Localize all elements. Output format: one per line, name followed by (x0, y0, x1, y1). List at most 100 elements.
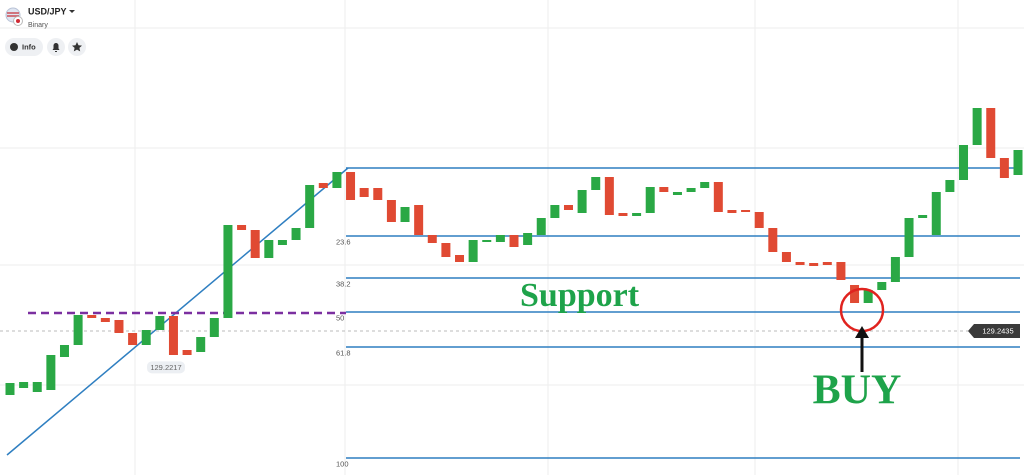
info-button[interactable] (5, 38, 43, 56)
header: USD/JPY Binary Info (5, 6, 86, 56)
candle-body (482, 240, 492, 242)
symbol[interactable]: USD/JPY (28, 6, 67, 16)
candle-body (414, 205, 424, 235)
candle-body (32, 382, 42, 392)
candle-body (223, 225, 233, 318)
candle-body (141, 330, 151, 345)
candle-body (318, 183, 328, 188)
info-label: Info (22, 42, 36, 51)
candle-body (700, 182, 710, 188)
candle-body (427, 235, 437, 243)
candle-body (1013, 150, 1023, 175)
current-price-label: 129.2435 (982, 326, 1013, 335)
buy-circle (839, 287, 885, 333)
candle-body (209, 318, 219, 337)
buy-arrow-head (855, 326, 869, 338)
candle-body (237, 225, 247, 230)
candle-body (5, 383, 15, 395)
candle-body (918, 215, 928, 218)
current-price-tag (968, 324, 1020, 338)
candle-body (972, 108, 982, 145)
candle-body (441, 243, 451, 257)
candle-body (155, 316, 165, 330)
support-annotation: Support (520, 277, 640, 314)
candle-body (809, 263, 819, 266)
candle-body (386, 200, 396, 222)
candle-body (277, 240, 287, 245)
candle-body (904, 218, 914, 257)
candle-body (945, 180, 955, 192)
candle-body (346, 172, 356, 200)
level-label: 38.2 (336, 279, 351, 288)
candle-body (332, 172, 342, 188)
candle-body (836, 262, 846, 280)
candle-body (550, 205, 560, 218)
candle-body (59, 345, 69, 357)
candle-body (46, 355, 56, 390)
candle-body (645, 187, 655, 213)
star-icon (72, 42, 82, 52)
trendline (6, 167, 349, 456)
candle-body (659, 187, 669, 192)
candle-body (523, 233, 533, 245)
level-label: 50 (336, 313, 344, 322)
candle-body (168, 316, 178, 355)
candle-body (591, 177, 601, 190)
level-label: 23.6 (336, 237, 351, 246)
candle-body (100, 318, 110, 322)
candle-body (182, 350, 192, 355)
candle-body (986, 108, 996, 158)
level-label: 61.8 (336, 348, 351, 357)
info-icon (10, 43, 18, 51)
candle-body (931, 192, 941, 235)
candle-body (495, 235, 505, 242)
candle-body (563, 205, 573, 210)
candle-body (727, 210, 737, 213)
candle-body (959, 145, 969, 180)
symbol-dropdown[interactable] (69, 10, 75, 13)
candle-body (291, 228, 301, 240)
candle-body (455, 255, 465, 262)
low-price-label: 129.2217 (150, 363, 181, 372)
candle-body (577, 190, 587, 213)
candle-body (768, 228, 778, 252)
candle-body (305, 185, 315, 228)
bell-icon (52, 43, 60, 52)
candle-body (877, 282, 887, 290)
candle-body (850, 285, 860, 303)
candle-body (741, 210, 751, 212)
flag-jpy-dot (16, 19, 20, 23)
candle-body (672, 192, 682, 195)
candle-body (795, 262, 805, 265)
candle-body (632, 213, 642, 216)
candle-body (686, 188, 696, 192)
candle-body (19, 382, 29, 388)
candle-body (781, 252, 791, 262)
candle-body (373, 188, 383, 200)
candle-body (264, 240, 274, 258)
candle-body (468, 240, 478, 262)
candle-body (536, 218, 546, 235)
candle-body (713, 182, 723, 212)
candle-body (400, 207, 410, 222)
candle-body (509, 235, 519, 247)
level-label: 100 (336, 459, 349, 468)
candle-body (87, 315, 97, 318)
candle-body (822, 262, 832, 265)
candle-body (128, 333, 138, 345)
candle-body (359, 188, 369, 197)
plot-area: 23.6 38.2 50 61.8 100 129.2217 129.2435 Support… (0, 108, 1023, 468)
low-price-tag (147, 361, 185, 374)
candle-body (618, 213, 628, 216)
buy-annotation: BUY (813, 368, 902, 414)
flag-stripes (7, 12, 19, 17)
candle-body (754, 212, 764, 228)
candle-body (196, 337, 206, 352)
candle-body (999, 158, 1009, 178)
candle-body (250, 230, 260, 258)
candle-body (73, 315, 83, 345)
candle-body (114, 320, 124, 333)
